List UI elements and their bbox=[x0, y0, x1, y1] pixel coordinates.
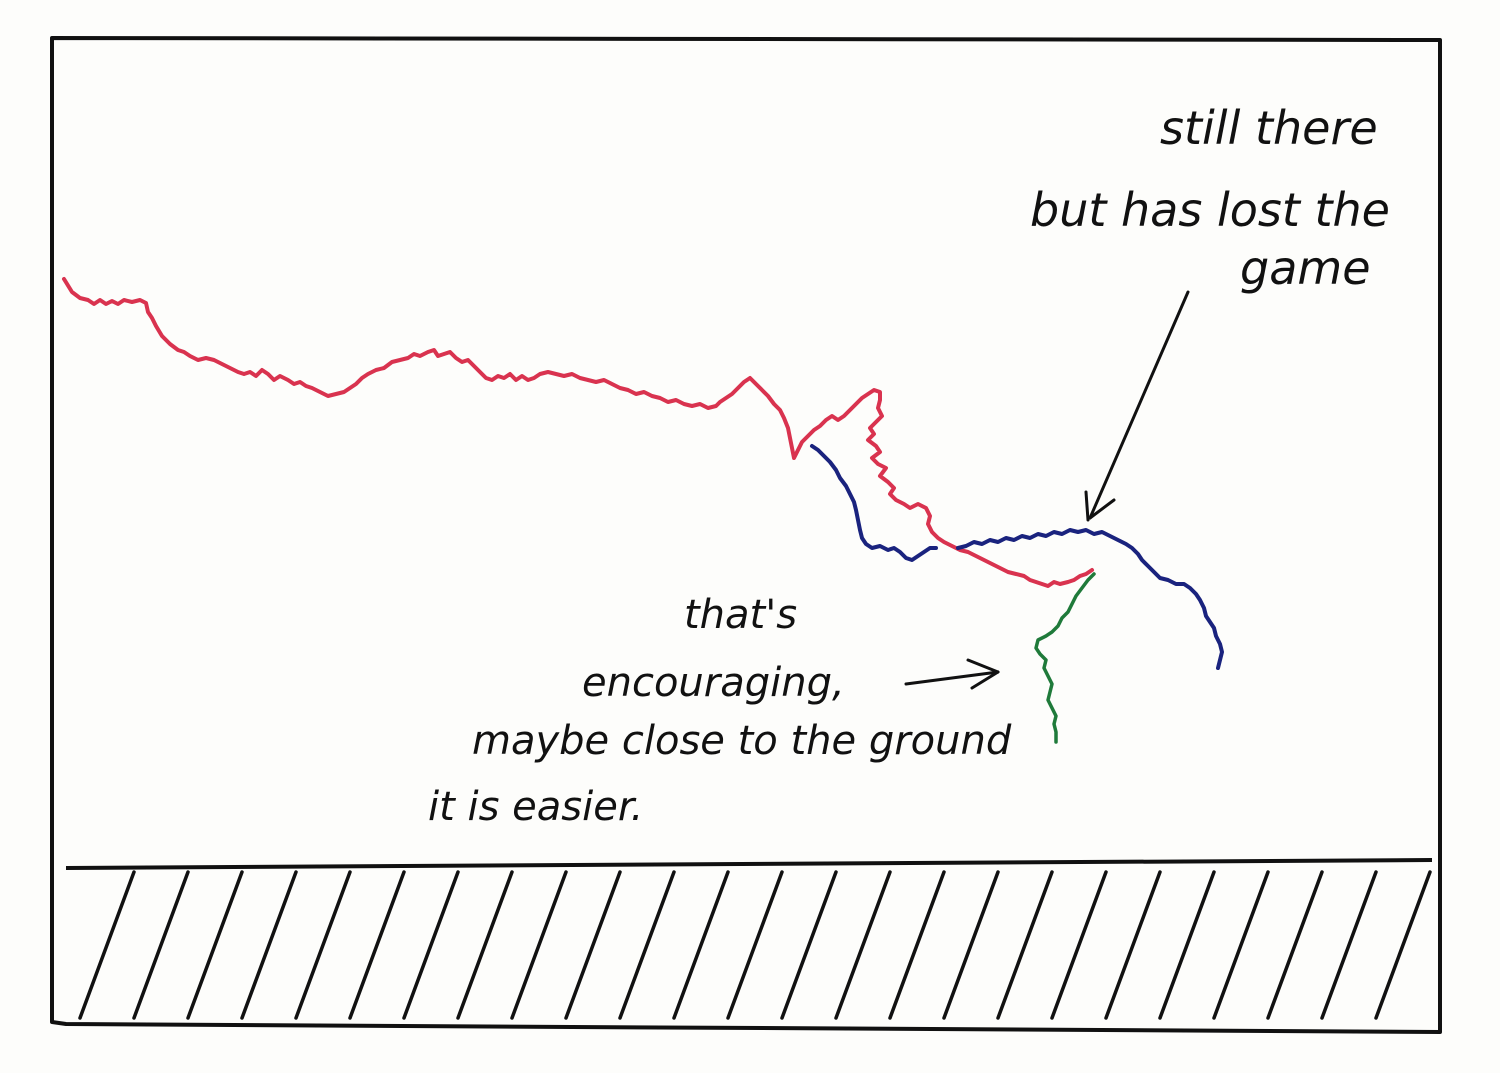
hatch-line bbox=[942, 870, 1000, 1020]
hatch-line bbox=[1158, 870, 1216, 1020]
annotation-top-line-1: still there bbox=[1160, 101, 1378, 155]
green-trajectory bbox=[1034, 572, 1096, 744]
ground-hatching bbox=[78, 870, 1432, 1020]
hatch-line bbox=[78, 870, 136, 1020]
annotation-bottom-line-4: it is easier. bbox=[428, 784, 643, 830]
blue-trajectory-lower bbox=[956, 528, 1224, 670]
arrow-to-blue-path bbox=[1084, 290, 1190, 522]
hatch-line bbox=[294, 870, 352, 1020]
hatch-line bbox=[402, 870, 460, 1020]
hatch-line bbox=[1050, 870, 1108, 1020]
hatch-line bbox=[672, 870, 730, 1020]
hatch-line bbox=[348, 870, 406, 1020]
hatch-line bbox=[240, 870, 298, 1020]
annotation-top: still there but has lost the game bbox=[1030, 101, 1390, 295]
hatch-line bbox=[1212, 870, 1270, 1020]
arrow-to-green-path bbox=[904, 658, 1000, 690]
hatch-line bbox=[1266, 870, 1324, 1020]
annotation-top-line-3: game bbox=[1240, 241, 1371, 295]
hatch-line bbox=[456, 870, 514, 1020]
annotation-bottom-line-3: maybe close to the ground bbox=[472, 718, 1012, 764]
hatch-line bbox=[780, 870, 838, 1020]
hatch-line bbox=[1374, 870, 1432, 1020]
hatch-line bbox=[1104, 870, 1162, 1020]
frame-border bbox=[50, 36, 1442, 1034]
hatch-line bbox=[834, 870, 892, 1020]
hatch-line bbox=[510, 870, 568, 1020]
hatch-line bbox=[726, 870, 784, 1020]
annotation-bottom: that's encouraging, maybe close to the g… bbox=[428, 592, 1012, 830]
hatch-line bbox=[1320, 870, 1378, 1020]
hatch-line bbox=[132, 870, 190, 1020]
hatch-line bbox=[888, 870, 946, 1020]
hatch-line bbox=[186, 870, 244, 1020]
annotation-bottom-line-1: that's bbox=[684, 592, 797, 638]
annotation-top-line-2: but has lost the bbox=[1030, 183, 1390, 237]
hatch-line bbox=[618, 870, 676, 1020]
blue-trajectory-upper bbox=[810, 444, 938, 562]
hatch-line bbox=[564, 870, 622, 1020]
red-trajectory bbox=[62, 277, 1094, 588]
ground-line bbox=[65, 858, 1433, 870]
hatch-line bbox=[996, 870, 1054, 1020]
annotation-bottom-line-2: encouraging, bbox=[582, 660, 845, 706]
